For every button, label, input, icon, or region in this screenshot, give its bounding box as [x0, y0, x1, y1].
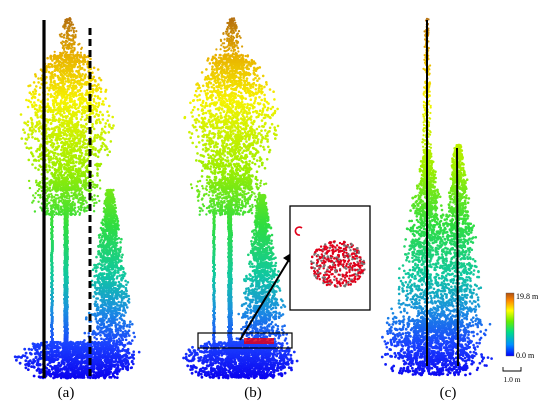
panel-label-a: (a)	[58, 385, 75, 401]
scale-bar-line	[502, 367, 522, 372]
colorbar-min-label: 0.0 m	[516, 351, 535, 360]
stem-line-right	[456, 147, 459, 367]
point-cloud-c	[380, 17, 493, 377]
colorbar-max-label: 19.8 m	[516, 292, 539, 301]
panel-a: (a)	[13, 17, 141, 401]
panel-label-c: (c)	[440, 385, 457, 401]
point-cloud-a	[13, 17, 141, 380]
point-cloud-b	[182, 17, 299, 380]
panel-c: (c)	[380, 17, 493, 401]
scale-bar: 1.0 m	[502, 367, 522, 384]
colorbar-gradient	[505, 292, 515, 357]
slice-highlight-band	[244, 338, 274, 344]
panel-b: (b)	[182, 17, 371, 401]
zoom-arrow	[239, 257, 291, 341]
height-colorbar: 19.8 m 0.0 m	[505, 292, 539, 360]
panel-label-b: (b)	[244, 385, 262, 401]
inset-cross-section	[294, 226, 366, 288]
scale-bar-label: 1.0 m	[503, 375, 520, 384]
